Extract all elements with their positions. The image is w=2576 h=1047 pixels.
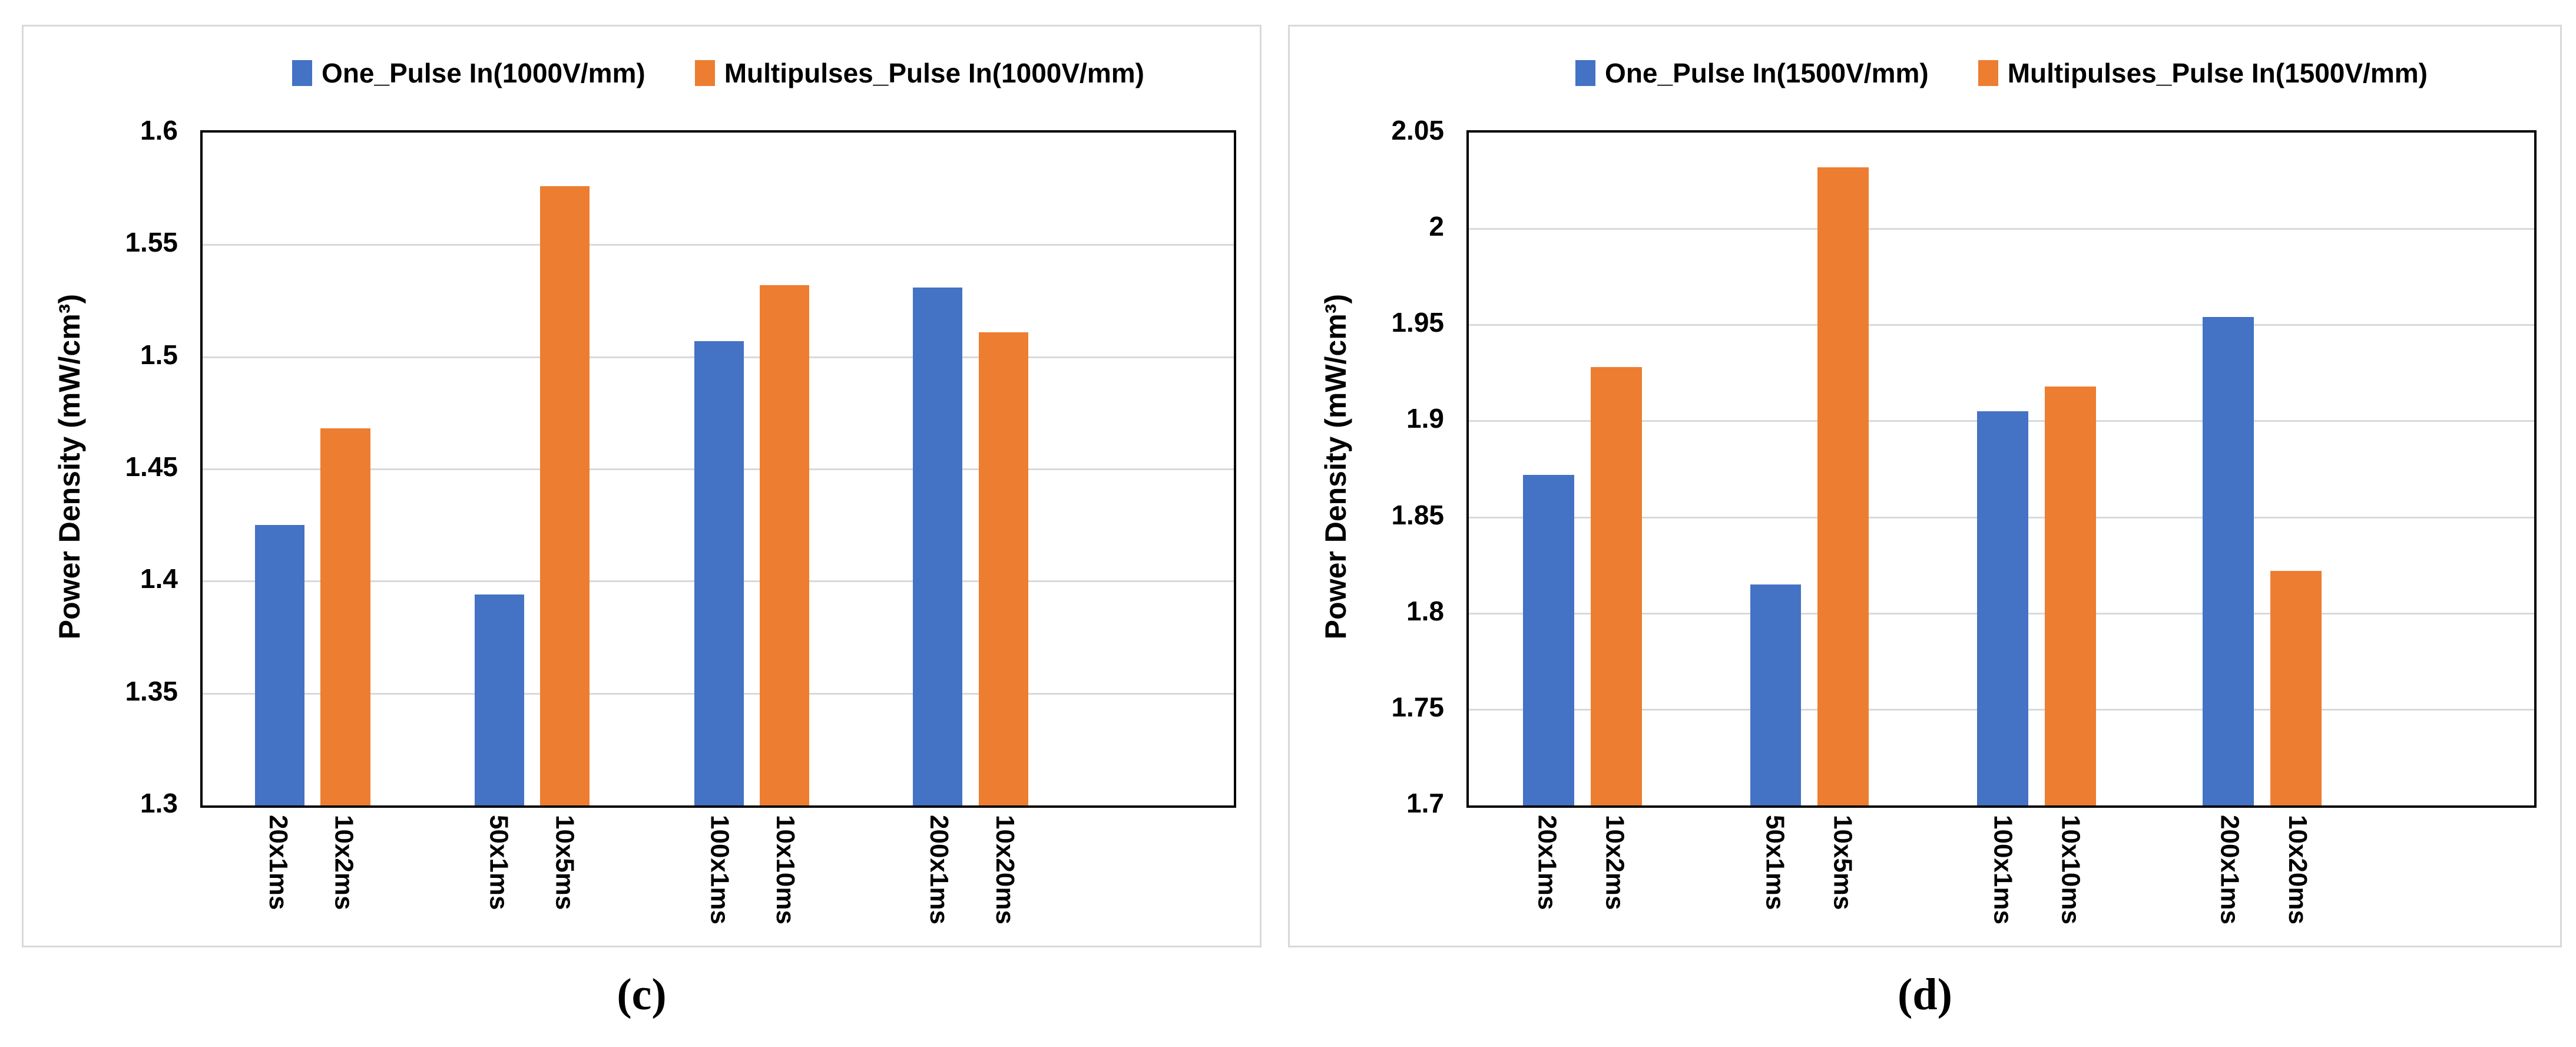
bar-one-pulse-1: [1750, 584, 1802, 805]
legend-label: One_Pulse In(1000V/mm): [322, 58, 645, 88]
legend-item-one-pulse: One_Pulse In(1500V/mm): [1575, 57, 1929, 89]
legend-item-multipulses: Multipulses_Pulse In(1000V/mm): [694, 57, 1144, 89]
x-category-label: 10x2ms: [329, 815, 359, 910]
bar-one-pulse-2: [1976, 411, 2028, 805]
y-axis-tick-labels: 1.6 1.55 1.5 1.45 1.4 1.35 1.3: [24, 115, 178, 818]
y-tick-label: 1.4: [140, 563, 178, 594]
gridline: [1469, 228, 2534, 230]
legend-item-multipulses: Multipulses_Pulse In(1500V/mm): [1978, 57, 2428, 89]
legend: One_Pulse In(1000V/mm) Multipulses_Pulse…: [200, 57, 1236, 89]
bar-multipulses-1: [1817, 167, 1869, 805]
x-category-label: 200x1ms: [2215, 815, 2244, 924]
y-tick-label: 1.75: [1391, 691, 1444, 722]
y-tick-label: 1.55: [125, 227, 178, 258]
legend: One_Pulse In(1500V/mm) Multipulses_Pulse…: [1466, 57, 2537, 89]
legend-swatch-orange-icon: [1978, 60, 1998, 86]
bar-one-pulse-0: [1523, 474, 1575, 805]
gridline: [203, 244, 1234, 246]
legend-swatch-blue-icon: [1575, 60, 1596, 86]
bar-one-pulse-2: [694, 341, 744, 805]
bar-multipulses-2: [2044, 386, 2096, 805]
bar-multipulses-2: [760, 285, 810, 805]
chart-panel: One_Pulse In(1500V/mm) Multipulses_Pulse…: [1288, 25, 2562, 947]
y-tick-label: 1.35: [125, 675, 178, 706]
y-tick-label: 1.6: [140, 115, 178, 146]
subfigure-caption-d: (d): [1898, 970, 1952, 1019]
x-category-label: 10x5ms: [1828, 815, 1857, 910]
legend-swatch-blue-icon: [292, 60, 313, 86]
subfigure-caption-c: (c): [617, 970, 667, 1019]
x-category-label: 20x1ms: [1532, 815, 1562, 910]
plot-area: [200, 130, 1236, 808]
gridline: [1469, 324, 2534, 326]
y-tick-label: 1.45: [125, 451, 178, 482]
bar-one-pulse-3: [2203, 317, 2254, 805]
x-category-label: 10x5ms: [550, 815, 580, 910]
y-tick-label: 1.95: [1391, 307, 1444, 338]
legend-label: Multipulses_Pulse In(1500V/mm): [2007, 58, 2428, 88]
x-category-label: 10x20ms: [2283, 815, 2312, 924]
bar-multipulses-0: [320, 428, 370, 805]
y-tick-label: 1.5: [140, 339, 178, 370]
x-category-label: 10x10ms: [2056, 815, 2085, 924]
legend-label: Multipulses_Pulse In(1000V/mm): [724, 58, 1144, 88]
y-axis-tick-labels: 2.05 2 1.95 1.9 1.85 1.8 1.75 1.7: [1290, 115, 1444, 818]
x-category-label: 50x1ms: [1760, 815, 1790, 910]
bar-multipulses-3: [2270, 570, 2322, 805]
y-tick-label: 1.9: [1406, 403, 1444, 434]
x-category-label: 10x2ms: [1600, 815, 1630, 910]
y-tick-label: 1.85: [1391, 499, 1444, 530]
bar-one-pulse-3: [913, 287, 963, 805]
y-tick-label: 1.8: [1406, 595, 1444, 626]
bar-one-pulse-1: [475, 594, 525, 805]
y-tick-label: 2.05: [1391, 115, 1444, 146]
x-category-label: 10x20ms: [990, 815, 1019, 924]
bar-multipulses-1: [540, 186, 590, 805]
legend-item-one-pulse: One_Pulse In(1000V/mm): [292, 57, 645, 89]
bar-one-pulse-0: [255, 525, 305, 805]
y-tick-label: 1.3: [140, 788, 178, 818]
x-category-label: 100x1ms: [705, 815, 734, 924]
legend-label: One_Pulse In(1500V/mm): [1605, 58, 1929, 88]
x-axis-tick-labels: 20x1ms 10x2ms 50x1ms 10x5ms 100x1ms 10x10ms 20…: [1466, 815, 2537, 962]
x-category-label: 10x10ms: [770, 815, 800, 924]
y-tick-label: 2: [1429, 211, 1444, 242]
bar-multipulses-0: [1591, 367, 1642, 805]
x-axis-tick-labels: 20x1ms 10x2ms 50x1ms 10x5ms 100x1ms 10x10ms 20…: [200, 815, 1236, 962]
bar-multipulses-3: [978, 332, 1028, 805]
x-category-label: 50x1ms: [484, 815, 514, 910]
plot-area: [1466, 130, 2537, 808]
x-category-label: 100x1ms: [1988, 815, 2018, 924]
x-category-label: 20x1ms: [263, 815, 293, 910]
x-category-label: 200x1ms: [925, 815, 954, 924]
chart-panel: One_Pulse In(1000V/mm) Multipulses_Pulse…: [22, 25, 1261, 947]
y-tick-label: 1.7: [1406, 788, 1444, 818]
legend-swatch-orange-icon: [694, 60, 715, 86]
